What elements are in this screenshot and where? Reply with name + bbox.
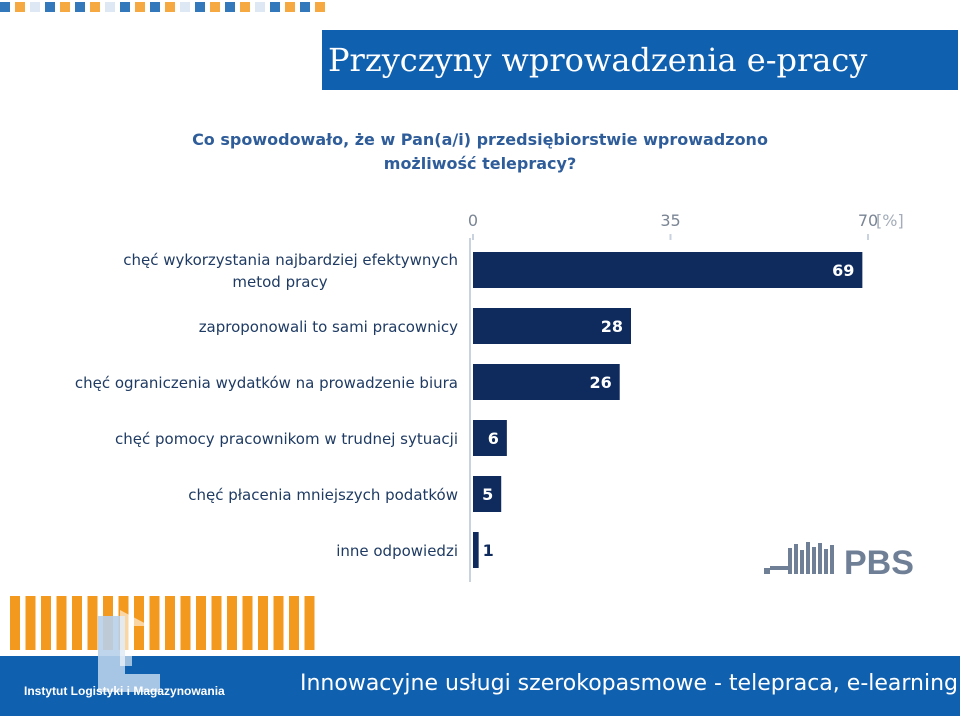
bar: [473, 420, 507, 456]
bar: [473, 308, 631, 344]
bar: [473, 532, 479, 568]
top-decorative-strip: [0, 2, 325, 12]
x-tick-label: 70: [858, 211, 878, 230]
category-label: inne odpowiedzi: [336, 542, 458, 560]
category-label: chęć płacenia mniejszych podatków: [188, 486, 458, 504]
bar-value-label: 69: [832, 261, 854, 280]
chart-question-line-2: możliwość telepracy?: [383, 154, 577, 173]
category-label: chęć pomocy pracownikom w trudnej sytuac…: [115, 430, 458, 448]
bar-value-label: 6: [488, 429, 499, 448]
bar: [473, 364, 620, 400]
footer-text: Innowacyjne usługi szerokopasmowe - tele…: [300, 671, 959, 696]
category-label: zaproponowali to sami pracownicy: [199, 318, 458, 336]
bar-value-label: 1: [483, 541, 494, 560]
chart-question-line-1: Co spowodowało, że w Pan(a/i) przedsiębi…: [192, 130, 768, 149]
bar-chart: 0 35 70[%] 69 chęć wykorzystania najbardziej…: [75, 211, 904, 582]
bar-value-label: 26: [589, 373, 611, 392]
x-tick-label: 35: [660, 211, 680, 230]
institute-logo: [0, 610, 300, 716]
category-label: chęć wykorzystania najbardziej efektywny…: [123, 251, 458, 269]
pbs-logo: PBS: [764, 542, 914, 582]
x-axis-unit: [%]: [876, 211, 904, 230]
bar-value-label: 5: [482, 485, 493, 504]
pbs-logo-text: PBS: [844, 544, 914, 582]
slide-title: Przyczyny wprowadzenia e-pracy: [322, 30, 958, 90]
bar-value-label: 28: [601, 317, 623, 336]
category-label: metod pracy: [232, 273, 327, 291]
bar: [473, 476, 502, 512]
bar: [473, 252, 863, 288]
category-label: chęć ograniczenia wydatków na prowadzeni…: [75, 374, 458, 392]
institute-name: Instytut Logistyki i Magazynowania: [24, 684, 225, 698]
x-tick-label: 0: [468, 211, 478, 230]
chart-question: Co spowodowało, że w Pan(a/i) przedsiębi…: [150, 128, 810, 176]
